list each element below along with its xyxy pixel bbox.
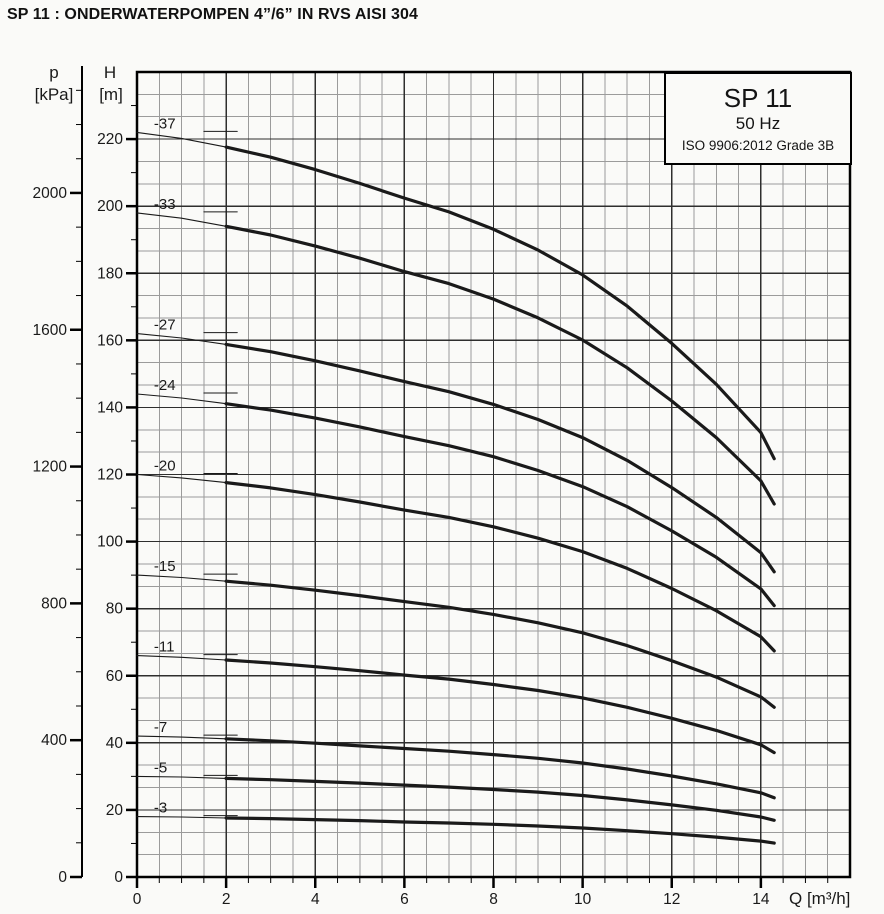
curve-15 [224,579,776,709]
head-tick-label: 220 [97,131,123,148]
curve-27 [224,342,776,574]
curve-11 [224,658,776,755]
legend-frequency-label: 50 Hz [735,114,781,134]
flow-tick-label: 6 [400,891,409,908]
head-tick-label: 80 [106,601,124,618]
head-tick-label: 120 [97,467,123,484]
curve-thin-15 [136,574,227,582]
curve-thin-3 [136,816,227,819]
pressure-tick-label: 800 [41,595,67,612]
curve-7 [224,737,776,800]
curve-label-33: -33 [154,196,176,213]
curve-thin-11 [136,655,227,661]
pressure-tick-label: 2000 [33,185,68,202]
head-tick-label: 0 [114,869,123,886]
flow-tick-label: 4 [311,891,320,908]
curve-24 [224,402,776,608]
pressure-axis-unit: [kPa] [35,85,74,104]
curve-20 [224,481,776,653]
flow-tick-label: 10 [574,891,592,908]
curve-label-27: -27 [154,317,176,334]
flow-tick-label: 2 [222,891,231,908]
curve-3 [224,816,776,845]
grid-major [137,72,850,877]
head-tick-label: 160 [97,332,123,349]
pressure-tick-label: 1600 [33,322,68,339]
legend-standard-label: ISO 9906:2012 Grade 3B [681,138,835,154]
head-tick-label: 180 [97,265,123,282]
head-tick-label: 20 [106,802,124,819]
head-axis: 0 20 40 60 80 100 120 140 160 180 200 220 H [m] [97,63,137,886]
pressure-axis-symbol: p [49,63,58,82]
curve-thin-7 [136,735,227,740]
curve-33 [224,224,776,506]
curve-label-11: -11 [154,639,175,656]
curve-label-5: -5 [154,759,167,776]
flow-tick-label: 14 [752,891,770,908]
curve-thin-24 [136,393,227,405]
flow-tick-label: 12 [663,891,680,908]
legend-box: SP 11 50 Hz ISO 9906:2012 Grade 3B [664,72,852,165]
pressure-tick-label: 1200 [33,459,68,476]
flow-tick-label: 0 [133,891,142,908]
document-title: SP 11 : ONDERWATERPOMPEN 4”/6” IN RVS AI… [7,6,418,23]
curve-5 [224,776,776,822]
curve-label-3: -3 [154,800,167,817]
head-axis-unit: [m] [99,85,123,104]
pressure-axis: 0 400 800 1200 1600 2000 p [kPa] [33,63,83,886]
curve-37 [224,145,776,461]
curve-thin-33 [136,212,227,227]
pressure-tick-label: 400 [41,732,67,749]
curve-label-15: -15 [154,558,176,575]
curve-thin-37 [136,131,227,148]
head-tick-label: 40 [106,735,124,752]
flow-axis: 0 2 4 6 8 10 12 14 Q [m³/h] [133,877,850,908]
curve-label-7: -7 [154,719,167,736]
head-tick-label: 140 [97,399,123,416]
flow-tick-label: 8 [489,891,498,908]
pump-curves: -37 -33 -27 -24 -20 -15 -11 -7 -5 -3 [136,115,776,845]
legend-model-label: SP 11 [723,82,793,113]
head-tick-label: 60 [106,668,124,685]
head-tick-label: 100 [97,534,123,551]
curve-thin-20 [136,473,227,484]
curve-thin-27 [136,333,227,345]
head-tick-label: 200 [97,198,123,215]
curve-thin-5 [136,775,227,779]
head-axis-symbol: H [104,63,116,82]
curve-label-24: -24 [154,377,176,394]
curve-label-37: -37 [154,115,176,132]
flow-axis-title: Q [m³/h] [789,889,850,908]
curve-label-20: -20 [154,458,176,475]
pressure-tick-label: 0 [58,869,67,886]
